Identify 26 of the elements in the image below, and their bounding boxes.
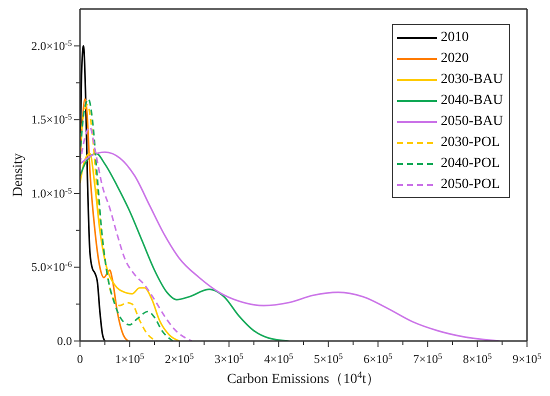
x-tick-label: 3×10$^{5}$ (214, 352, 244, 366)
x-tick-label: 5×10$^{5}$ (314, 352, 343, 366)
y-axis-title: Density (11, 153, 26, 197)
y-tick-label: 2.0×10$^{-5}$ (31, 38, 72, 53)
legend-label: 2040-BAU (440, 92, 503, 108)
x-axis-title: Carbon Emissions（10$^{4}$t） (226, 370, 380, 387)
x-tick-label: 8×10$^{5}$ (462, 352, 492, 366)
legend-label: 2050-BAU (440, 114, 503, 130)
line-series (80, 98, 129, 341)
x-tick-label: 4×10$^{5}$ (264, 352, 294, 366)
x-tick-label: 0 (77, 352, 83, 366)
x-tick-label: 7×10$^{5}$ (413, 352, 442, 366)
legend-label: 2050-POL (440, 176, 500, 192)
x-tick-label: 1×10$^{5}$ (115, 352, 144, 366)
y-tick-label: 1.5×10$^{-5}$ (31, 112, 72, 127)
legend-label: 2030-BAU (440, 72, 503, 88)
legend-label: 2020 (440, 50, 469, 66)
x-tick-label: 2×10$^{5}$ (164, 352, 194, 366)
y-tick-label: 0.0 (57, 334, 72, 348)
legend-label: 2040-POL (440, 156, 500, 172)
y-tick-label: 1.0×10$^{-5}$ (31, 186, 72, 200)
x-tick-label: 9×10$^{5}$ (512, 352, 542, 366)
legend-label: 2010 (440, 30, 469, 46)
x-tick-label: 6×10$^{5}$ (364, 352, 392, 366)
y-tick-label: 5.0×10$^{-6}$ (31, 260, 72, 274)
legend-label: 2030-POL (440, 134, 500, 150)
